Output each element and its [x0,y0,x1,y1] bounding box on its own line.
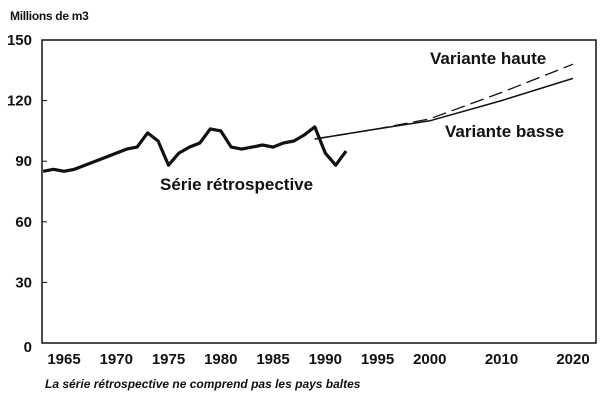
series-label-1: Variante haute [430,49,546,68]
y-tick-label: 0 [24,339,32,356]
y-tick-label: 30 [15,274,32,291]
x-tick-label: 1975 [152,351,185,368]
footnote: La série rétrospective ne comprend pas l… [45,377,361,391]
x-tick-label: 2020 [556,351,589,368]
series-line-2 [314,77,574,140]
x-tick-label: 1995 [361,351,394,368]
x-tick-label: 1990 [309,351,342,368]
series-label-0: Série rétrospective [160,175,313,194]
y-tick-label: 90 [15,153,32,170]
x-tick-label: 1985 [256,351,289,368]
x-tick-label: 1970 [100,351,133,368]
series-label-2: Variante basse [445,122,564,141]
y-axis-label: Millions de m3 [10,9,89,23]
x-tick-label: 2000 [413,351,446,368]
y-tick-label: 120 [7,93,32,110]
x-tick-label: 2010 [485,351,518,368]
x-tick-label: 1980 [204,351,237,368]
plot-frame [41,39,597,344]
series-line-0 [42,125,348,173]
y-tick-label: 60 [15,214,32,231]
x-tick-label: 1965 [47,351,80,368]
y-tick-label: 150 [7,32,32,49]
